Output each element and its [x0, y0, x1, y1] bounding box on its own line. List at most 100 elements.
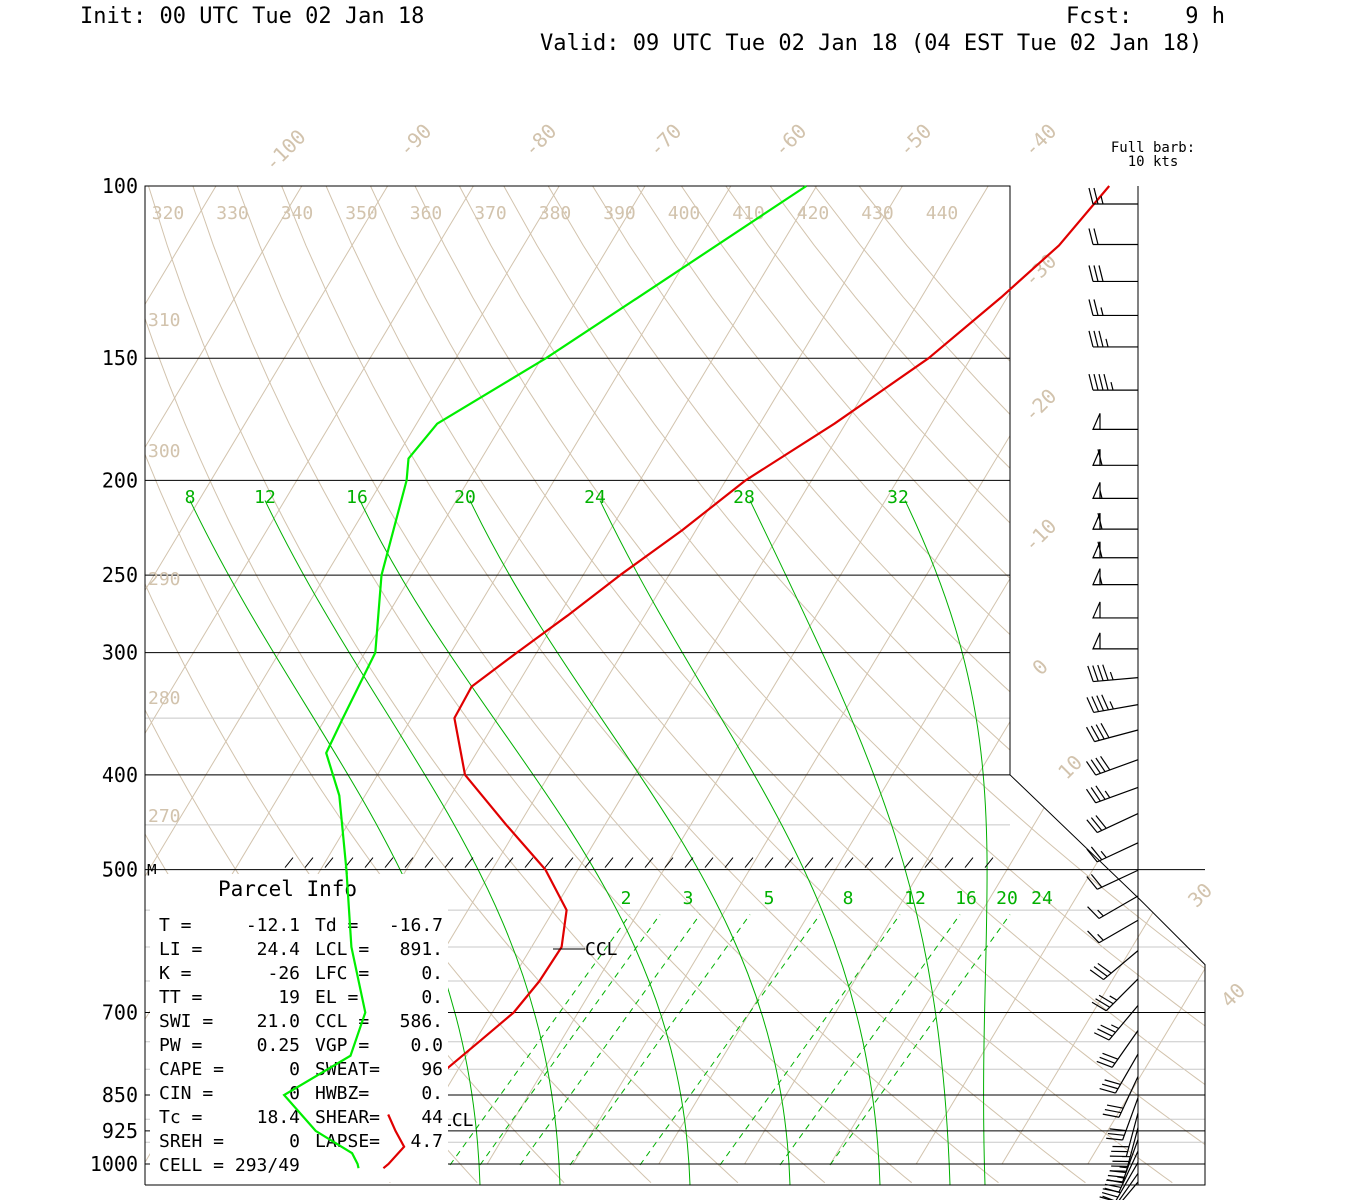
wind-barb-half	[1100, 850, 1107, 859]
dry-adiabat-line	[370, 186, 1205, 1184]
wind-barb-full	[1107, 1132, 1125, 1136]
mixing-ratio-label: 2	[621, 888, 632, 909]
mixing-ratio-dashed-line	[569, 914, 751, 1166]
wind-barb-staff	[1093, 677, 1139, 683]
wind-barb-full	[1093, 966, 1108, 977]
mixing-ratio-label: 32	[887, 487, 909, 508]
wind-barb-staff	[1118, 1173, 1139, 1200]
wind-barb-full	[1095, 815, 1107, 829]
parcel-info-label: LFC =	[315, 963, 369, 984]
mixing-ratio-label: 20	[454, 487, 476, 508]
theta-label: 410	[732, 203, 765, 224]
wind-barb-full	[1102, 664, 1109, 681]
wind-barb-half	[1105, 338, 1109, 348]
lower-scale-marker: M	[147, 861, 157, 880]
parcel-info-label: Td =	[315, 915, 359, 936]
dry-adiabat-line	[547, 186, 1205, 1184]
theta-label: 310	[148, 310, 181, 331]
parcel-info-label: SHEAR=	[315, 1107, 380, 1128]
wind-barb-full	[1099, 1196, 1113, 1200]
hatch-mark	[984, 857, 994, 868]
dry-adiabat-line	[236, 186, 999, 1184]
wind-barb-full	[1085, 761, 1097, 776]
dry-adiabat-line	[414, 186, 1205, 1184]
pressure-label: 700	[102, 1001, 138, 1025]
hatch-mark	[464, 857, 474, 868]
dewpoint-trace-lower	[282, 869, 367, 1169]
wind-barb-full	[1091, 1001, 1107, 1012]
wind-barb-full	[1090, 725, 1100, 741]
parcel-info-value: 0	[289, 1131, 300, 1152]
theta-label: 280	[148, 688, 181, 709]
wind-barb-full	[1098, 994, 1114, 1005]
parcel-info-label: SWEAT=	[315, 1059, 380, 1080]
parcel-info-value: 44	[421, 1107, 443, 1128]
isotherm-line	[915, 186, 1205, 1165]
wind-barb-half	[1109, 995, 1118, 1001]
isotherm-label: -20	[1019, 384, 1062, 427]
wind-barb-half	[1109, 701, 1114, 710]
wind-barb-staff	[1093, 704, 1139, 714]
wind-barb-full	[1109, 1170, 1127, 1174]
hatch-mark	[424, 857, 434, 868]
wind-barb-full	[1104, 1183, 1122, 1189]
wind-barb-half	[1104, 790, 1111, 799]
wind-barb-full	[1086, 726, 1096, 742]
wind-barb-full	[1086, 848, 1098, 863]
hatch-mark	[284, 857, 294, 868]
parcel-info-box	[150, 874, 448, 1182]
hatch-mark	[844, 857, 854, 868]
wind-barb-flag	[1092, 413, 1101, 430]
mixing-ratio-line	[359, 500, 691, 1186]
theta-label: 300	[148, 441, 181, 462]
parcel-info-label: VGP =	[315, 1035, 369, 1056]
dry-adiabat-line	[145, 186, 739, 1184]
wind-barb-full	[1091, 696, 1100, 712]
hatch-mark	[304, 857, 314, 868]
isotherm-label: -70	[644, 119, 687, 162]
pressure-label: 150	[102, 346, 138, 370]
mixing-ratio-dashed-line	[779, 914, 961, 1166]
wind-barb-full	[1093, 187, 1099, 205]
wind-barb-full	[1090, 759, 1101, 774]
wind-barb-full	[1093, 373, 1099, 391]
wind-barb-half	[1097, 909, 1104, 917]
hatch-mark	[704, 857, 714, 868]
wind-barb-staff	[1125, 1112, 1139, 1157]
hatch-mark	[824, 857, 834, 868]
barb-legend-line1: Full barb:	[1111, 140, 1195, 156]
dry-adiabat-line	[148, 186, 826, 1184]
mixing-ratio-label: 8	[185, 487, 196, 508]
isotherm-label: -50	[894, 119, 937, 162]
isotherm-label: 40	[1216, 978, 1250, 1012]
hatch-mark	[724, 857, 734, 868]
dry-adiabat-line	[503, 186, 1205, 1184]
isotherm-label: -100	[260, 125, 311, 176]
dry-adiabat-line	[769, 186, 1205, 1184]
parcel-info-value: 18.4	[257, 1107, 300, 1128]
pressure-label: 400	[102, 763, 138, 787]
dry-adiabat-line	[281, 186, 1086, 1184]
parcel-info-value: 21.0	[257, 1011, 300, 1032]
isotherm-line	[572, 186, 1161, 1165]
parcel-info-value: 0.	[421, 963, 443, 984]
wind-barb-full	[1102, 1052, 1119, 1060]
theta-label: 440	[926, 203, 959, 224]
parcel-info-label: PW =	[159, 1035, 203, 1056]
theta-label: 360	[410, 203, 443, 224]
hatch-mark	[644, 857, 654, 868]
wind-barb-full	[1090, 846, 1103, 861]
wind-barb-full	[1093, 228, 1099, 245]
wind-barb-full	[1093, 330, 1099, 348]
wind-barb-full	[1086, 876, 1098, 890]
isotherm-line	[1087, 186, 1205, 1165]
wind-barb-staff	[1118, 1150, 1139, 1193]
wind-barb-full	[1088, 299, 1094, 316]
parcel-info-background	[150, 874, 448, 1182]
wind-barb-full	[1101, 694, 1110, 711]
wind-barb-full	[1096, 695, 1105, 711]
theta-label: 380	[539, 203, 572, 224]
parcel-info-label: EL =	[315, 987, 359, 1008]
pressure-label: 1000	[90, 1152, 138, 1176]
wind-barb-half	[1110, 381, 1114, 391]
